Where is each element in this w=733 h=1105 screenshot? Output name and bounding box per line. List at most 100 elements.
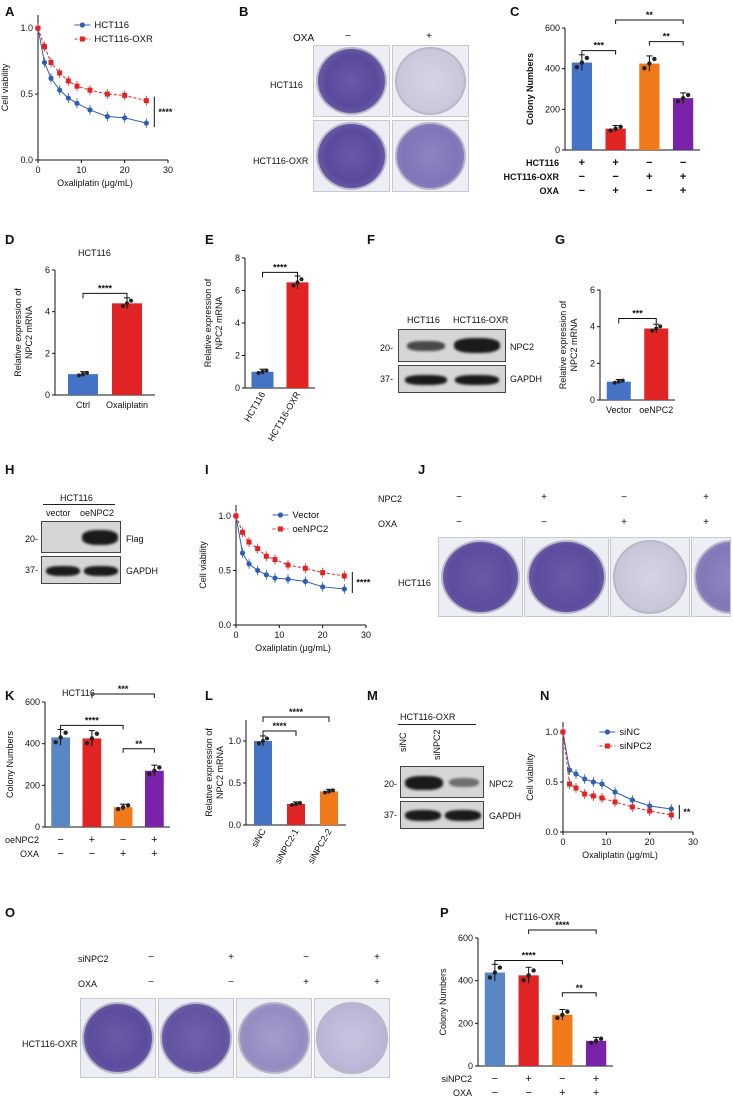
- panel-a-y-tick-label: 1.0: [20, 23, 33, 33]
- panel-i-sig-label: ****: [356, 577, 371, 587]
- panel-g-x-tick-label: oeNPC2: [639, 405, 673, 415]
- panel-p-dot: [588, 1040, 594, 1046]
- panel-p-dot: [526, 973, 531, 978]
- panel-k-dot: [63, 730, 68, 735]
- panel-e-x-tick-label: HCT116-OXR: [266, 390, 303, 443]
- panel-k-dot: [53, 739, 58, 745]
- panel-e-sig-bracket: [262, 271, 298, 278]
- panel-i-point: [255, 546, 261, 552]
- panel-k-row-sign: −: [120, 834, 126, 846]
- panel-p-row-sign: −: [492, 1087, 498, 1099]
- panel-a-point: [87, 107, 93, 113]
- colony-dish: [238, 1002, 310, 1074]
- panel-l-sig-bracket: [262, 730, 297, 736]
- panel-i-point: [246, 539, 252, 545]
- panel-c-dot: [680, 95, 686, 101]
- panel-a-y-label: Cell viability: [0, 63, 10, 111]
- panel-f-npc2-box: [398, 329, 506, 362]
- panel-j-oxa-sign-1: −: [456, 517, 462, 528]
- panel-n-x-tick-label: 0: [560, 837, 565, 847]
- panel-a-x-tick-label: 0: [35, 165, 40, 175]
- panel-n-x-tick-label: 20: [645, 837, 655, 847]
- panel-l-bar-0: [254, 741, 272, 825]
- panel-g-dot: [650, 328, 655, 333]
- panel-d-y-label: NPC2 mRNA: [24, 306, 34, 359]
- panel-a-x-tick-label: 30: [163, 165, 173, 175]
- panel-l-x-tick-label: siNPC2-1: [273, 827, 301, 865]
- panel-c-dot: [608, 128, 613, 133]
- panel-l-x-tick-label: siNC: [249, 827, 268, 849]
- panel-k-sig-bracket: [122, 748, 155, 753]
- panel-n-point: [567, 781, 572, 787]
- panel-e-dot: [260, 369, 265, 374]
- panel-l-dot: [298, 800, 302, 805]
- panel-o-cell-label: HCT116-OXR: [22, 1039, 78, 1049]
- panel-k-dot: [120, 805, 126, 810]
- panel-letter-e: E: [205, 232, 214, 247]
- panel-a-point: [143, 98, 149, 104]
- panel-p-dot: [593, 1038, 599, 1044]
- panel-n-y-tick-label: 0.5: [545, 777, 558, 787]
- panel-p-row-sign: −: [559, 1073, 565, 1085]
- panel-j-oxa-sign-2: −: [541, 517, 547, 528]
- panel-o-sinpc2-sign-1: −: [148, 952, 154, 963]
- panel-p-row-label: siNPC2: [441, 1074, 472, 1084]
- panel-p-sig-label: ****: [522, 951, 537, 961]
- panel-i-y-tick-label: 0.0: [218, 620, 231, 630]
- panel-letter-p: P: [440, 905, 449, 920]
- blot-band: [449, 778, 479, 787]
- blot-band: [454, 338, 500, 353]
- panel-i-point: [240, 529, 245, 535]
- panel-a-legend-marker: [79, 22, 85, 28]
- panel-k-dot: [115, 806, 121, 812]
- panel-e-y-tick-label: 6: [235, 286, 240, 296]
- panel-n-point: [668, 812, 674, 818]
- panel-c-row-label: OXA: [539, 186, 559, 196]
- panel-letter-b: B: [239, 4, 249, 19]
- panel-k-row-sign: −: [57, 834, 63, 846]
- panel-e-y-label: NPC2 mRNA: [214, 296, 224, 349]
- panel-k-y-label: Colony Numbers: [5, 730, 15, 798]
- blot-band: [82, 530, 118, 545]
- blot-band: [445, 810, 481, 821]
- panel-n-point: [612, 789, 618, 795]
- panel-c-row-label: HCT116-OXR: [503, 172, 559, 182]
- panel-c-dot: [642, 65, 647, 71]
- panel-c-sig-label: ***: [593, 41, 604, 51]
- panel-b-oxa-label: OXA: [293, 33, 315, 44]
- panel-m-band-gapdh: GAPDH: [489, 811, 522, 821]
- panel-j-row-oxa: OXA: [378, 519, 398, 529]
- panel-g-dot: [620, 378, 625, 383]
- panel-o-dish-box-1: [80, 998, 156, 1078]
- panel-n-point: [612, 799, 618, 805]
- panel-m-header: HCT116-OXR: [400, 712, 456, 722]
- panel-c-dot: [618, 124, 623, 129]
- panel-n-point: [566, 767, 573, 773]
- panel-f-gapdh-box: [398, 365, 506, 393]
- panel-p-row-sign: +: [559, 1087, 565, 1099]
- panel-n-point: [590, 779, 596, 785]
- panel-k-sig-label: ***: [118, 684, 129, 694]
- panel-c-row-sign: −: [646, 185, 652, 197]
- panel-n-x-label: Oxaliplatin (μg/mL): [582, 850, 658, 860]
- panel-i-point: [302, 565, 308, 571]
- panel-l-x-tick-label: siNPC2-2: [306, 827, 334, 865]
- panel-k-dot: [152, 768, 157, 773]
- panel-c-dot: [652, 56, 657, 62]
- panel-p-sig-bracket: [561, 992, 597, 997]
- panel-l-y-tick-label: 1.0: [228, 736, 241, 746]
- panel-b-dish-box-1: [313, 45, 390, 117]
- panel-p-dot: [521, 977, 526, 983]
- panel-a-sig-label: ****: [158, 107, 173, 117]
- panel-p-dot: [565, 1009, 570, 1014]
- panel-a-legend-label: HCT116: [94, 20, 129, 31]
- panel-l-y-tick-label: 0.5: [228, 778, 241, 788]
- panel-k-row-sign: +: [120, 848, 126, 860]
- panel-l-bar-1: [287, 804, 305, 825]
- panel-a-point: [122, 115, 128, 121]
- panel-c-sig-bracket: [581, 50, 617, 55]
- panel-k-dot: [125, 803, 131, 808]
- panel-n-point: [560, 729, 566, 735]
- panel-n-point: [590, 793, 596, 799]
- panel-g-y-tick-label: 2: [590, 358, 595, 368]
